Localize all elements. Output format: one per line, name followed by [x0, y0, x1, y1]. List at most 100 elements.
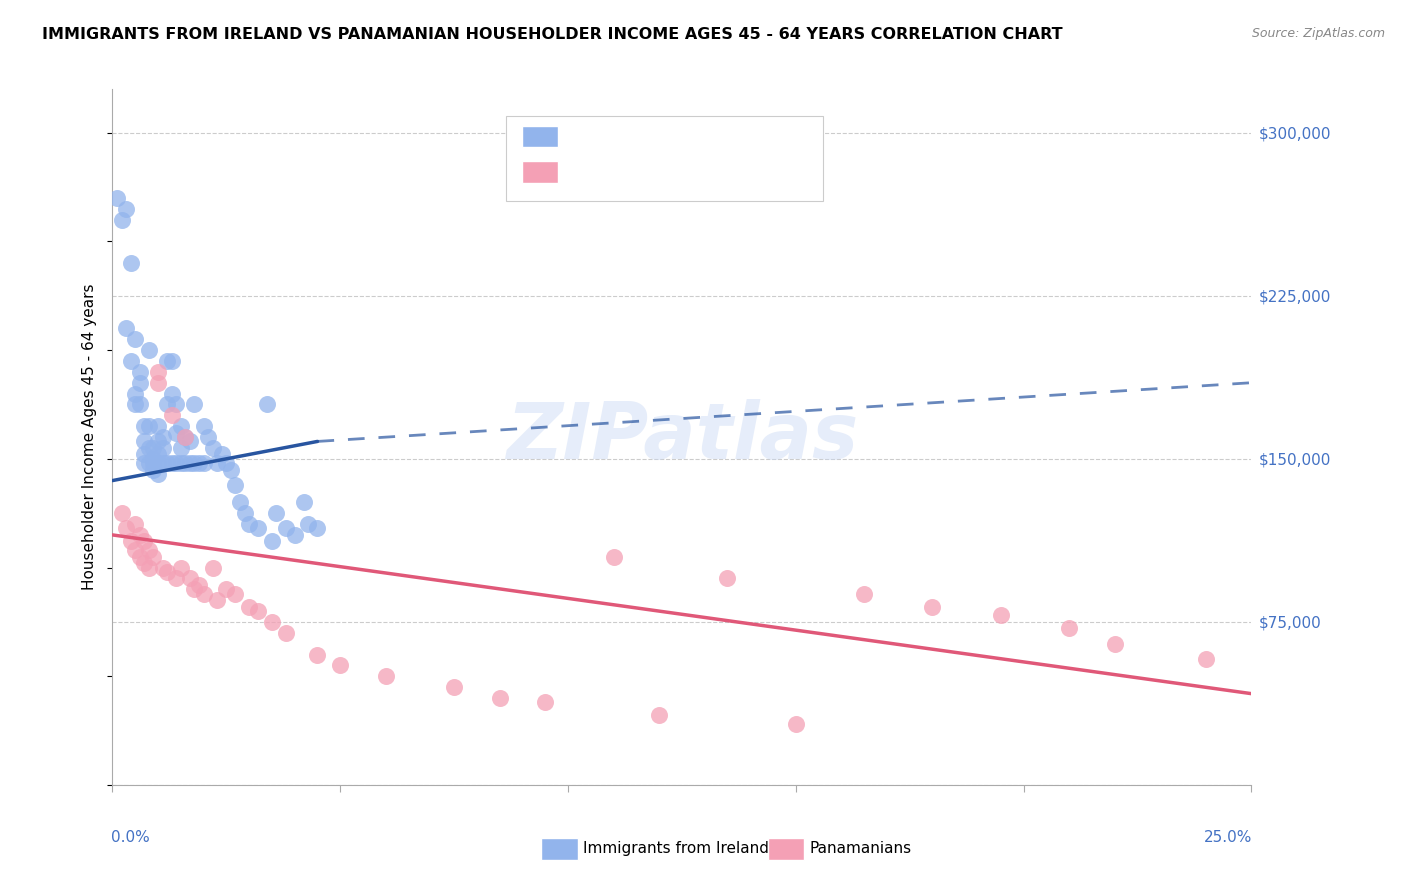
Point	[716, 571, 738, 585]
Point	[124, 543, 146, 558]
Point	[183, 456, 205, 470]
Point	[215, 456, 238, 470]
Point	[329, 658, 352, 673]
Text: N =: N =	[668, 165, 702, 180]
Text: IMMIGRANTS FROM IRELAND VS PANAMANIAN HOUSEHOLDER INCOME AGES 45 - 64 YEARS CORR: IMMIGRANTS FROM IRELAND VS PANAMANIAN HO…	[42, 27, 1063, 42]
Point	[160, 456, 183, 470]
Point	[156, 397, 179, 411]
Point	[211, 447, 233, 462]
Text: 0.0%: 0.0%	[111, 830, 150, 846]
Point	[134, 556, 156, 570]
Point	[183, 397, 205, 411]
Text: Immigrants from Ireland: Immigrants from Ireland	[583, 841, 769, 856]
Point	[115, 521, 138, 535]
Point	[534, 695, 557, 709]
Text: N =: N =	[668, 129, 702, 145]
Point	[247, 604, 270, 618]
Point	[260, 615, 283, 629]
Point	[170, 441, 193, 455]
Point	[224, 587, 246, 601]
Point	[165, 571, 187, 585]
Point	[138, 560, 160, 574]
Text: 72: 72	[710, 129, 731, 145]
Text: R =: R =	[567, 165, 600, 180]
Point	[193, 456, 215, 470]
Point	[142, 463, 165, 477]
Point	[602, 549, 624, 564]
Point	[120, 534, 142, 549]
Point	[183, 582, 205, 597]
Point	[219, 463, 242, 477]
Point	[193, 587, 215, 601]
Point	[152, 441, 174, 455]
Point	[124, 386, 146, 401]
Point	[146, 419, 169, 434]
Point	[193, 419, 215, 434]
Point	[207, 593, 229, 607]
Point	[307, 521, 329, 535]
Point	[170, 456, 193, 470]
Point	[146, 365, 169, 379]
Point	[146, 447, 169, 462]
Point	[134, 419, 156, 434]
Point	[165, 397, 187, 411]
Point	[134, 434, 156, 449]
Point	[1057, 621, 1080, 635]
Point	[785, 717, 807, 731]
Point	[174, 456, 197, 470]
Point	[156, 354, 179, 368]
Point	[297, 516, 319, 531]
Point	[197, 430, 219, 444]
Point	[174, 430, 197, 444]
Point	[170, 560, 193, 574]
Point	[146, 456, 169, 470]
Point	[853, 587, 876, 601]
Point	[120, 354, 142, 368]
Point	[207, 456, 229, 470]
Point	[188, 578, 211, 592]
Point	[142, 451, 165, 466]
Point	[156, 565, 179, 579]
Point	[138, 343, 160, 357]
Point	[115, 202, 138, 216]
Point	[152, 430, 174, 444]
Point	[134, 534, 156, 549]
Point	[146, 376, 169, 390]
Point	[260, 534, 283, 549]
Point	[156, 456, 179, 470]
Point	[224, 478, 246, 492]
Point	[134, 456, 156, 470]
Point	[115, 321, 138, 335]
Point	[124, 332, 146, 346]
Point	[142, 441, 165, 455]
Point	[188, 456, 211, 470]
Point	[238, 599, 260, 614]
Point	[160, 409, 183, 423]
Point	[174, 430, 197, 444]
Point	[105, 191, 128, 205]
Point	[179, 434, 201, 449]
Point	[215, 582, 238, 597]
Point	[921, 599, 943, 614]
Point	[443, 680, 465, 694]
Point	[124, 516, 146, 531]
Text: Panamanians: Panamanians	[810, 841, 912, 856]
Point	[648, 708, 671, 723]
Point	[152, 456, 174, 470]
Point	[274, 521, 297, 535]
Point	[110, 212, 132, 227]
Point	[292, 495, 315, 509]
Point	[307, 648, 329, 662]
Point	[179, 571, 201, 585]
Text: 25.0%: 25.0%	[1204, 830, 1253, 846]
Point	[142, 549, 165, 564]
Text: 0.066: 0.066	[609, 129, 657, 145]
Point	[152, 560, 174, 574]
Point	[170, 419, 193, 434]
Point	[179, 456, 201, 470]
Point	[165, 456, 187, 470]
Point	[138, 456, 160, 470]
Point	[266, 506, 288, 520]
Point	[128, 528, 150, 542]
Point	[201, 560, 224, 574]
